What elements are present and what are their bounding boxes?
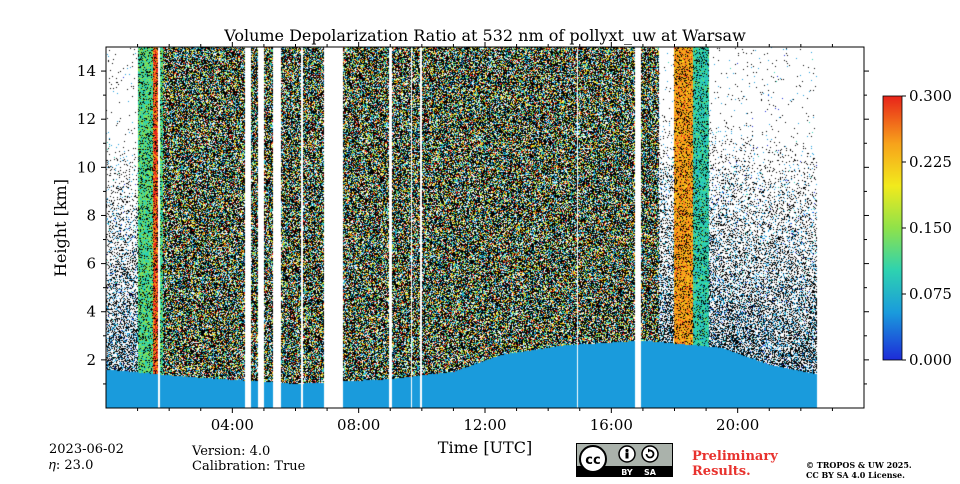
calibration-label: Calibration: True bbox=[192, 459, 306, 474]
y-axis-label: Height [km] bbox=[51, 179, 70, 277]
by-person-body bbox=[625, 452, 629, 459]
y-tick-label: 8 bbox=[86, 206, 96, 224]
y-tick-label: 6 bbox=[86, 255, 96, 273]
colorbar-tick-label: 0.000 bbox=[909, 351, 952, 369]
preliminary-line-2: Results. bbox=[692, 464, 751, 479]
by-person-head bbox=[625, 448, 629, 453]
plot-area bbox=[106, 47, 864, 408]
y-tick-label: 14 bbox=[77, 62, 96, 80]
colorbar-tick-label: 0.075 bbox=[909, 285, 952, 303]
preliminary-line-1: Preliminary bbox=[692, 449, 778, 464]
axes: 04:00 08:00 12:00 16:00 20:00 2 4 6 8 10 12 14 bbox=[77, 42, 869, 434]
colorbar bbox=[882, 95, 903, 361]
sa-arrow-head bbox=[648, 448, 652, 453]
cc-logo-text: cc bbox=[585, 453, 600, 468]
sa-arrow-icon bbox=[645, 449, 655, 459]
y-tick-label: 2 bbox=[86, 351, 96, 369]
copyright-line-2: CC BY SA 4.0 License. bbox=[806, 470, 905, 480]
preliminary-results-notice: Preliminary Results. bbox=[692, 449, 778, 479]
date-label: 2023-06-02 bbox=[49, 442, 124, 457]
badge-by-label: BY bbox=[621, 468, 633, 477]
x-tick-label: 04:00 bbox=[211, 416, 254, 434]
cc-by-sa-license-badge: cc BY SA bbox=[576, 443, 673, 477]
colorbar-tick-label: 0.225 bbox=[909, 153, 952, 171]
x-axis-label: Time [UTC] bbox=[438, 438, 532, 457]
colorbar-tick-label: 0.150 bbox=[909, 219, 952, 237]
copyright-notice: © TROPOS & UW 2025. CC BY SA 4.0 License… bbox=[806, 460, 912, 480]
version-label: Version: 4.0 bbox=[192, 444, 271, 459]
cc-logo-icon bbox=[579, 445, 607, 473]
badge-sa-label: SA bbox=[644, 468, 657, 477]
eta-label: 𝜂: 23.0 bbox=[49, 458, 94, 473]
chart-title: Volume Depolarization Ratio at 532 nm of… bbox=[223, 26, 746, 45]
x-tick-label: 12:00 bbox=[463, 416, 506, 434]
y-tick-label: 12 bbox=[77, 110, 96, 128]
x-tick-label: 08:00 bbox=[337, 416, 380, 434]
colorbar-tick-label: 0.300 bbox=[909, 87, 952, 105]
y-tick-label: 4 bbox=[86, 303, 96, 321]
colorbar-ticks: 0.000 0.075 0.150 0.225 0.300 bbox=[902, 87, 952, 369]
sa-share-icon bbox=[641, 445, 659, 463]
x-tick-label: 20:00 bbox=[716, 416, 759, 434]
copyright-line-1: © TROPOS & UW 2025. bbox=[806, 460, 912, 470]
x-tick-label: 16:00 bbox=[590, 416, 633, 434]
heatmap-raster bbox=[106, 47, 864, 408]
y-tick-label: 10 bbox=[77, 158, 96, 176]
